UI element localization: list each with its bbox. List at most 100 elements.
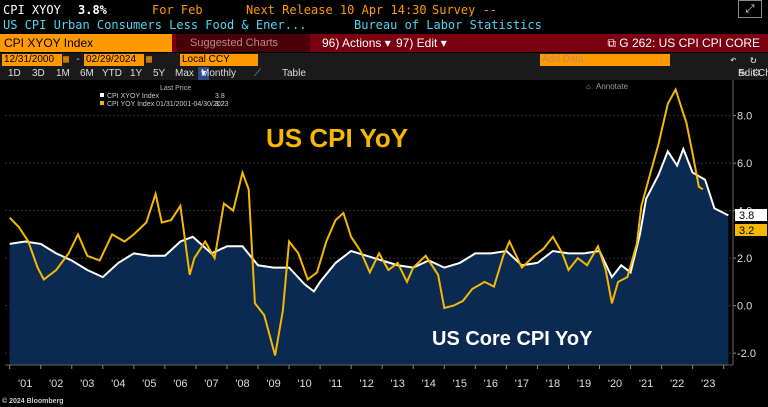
last-value-headline: 3.2 — [739, 225, 754, 237]
date-row: 12/31/2000 ▦ - 02/29/2024 ▦ Local CCY Ad… — [0, 53, 768, 67]
calendar-icon[interactable]: ▦ — [63, 54, 70, 65]
x-tick-label: '13 — [391, 378, 405, 390]
next-release: Next Release 10 Apr 14:30 — [246, 3, 427, 17]
refresh-icon[interactable]: ↻ — [750, 53, 757, 66]
chart-id-label: G 262: US CPI CPI CORE — [619, 36, 760, 50]
chart-id: ⧉ G 262: US CPI CPI CORE — [607, 34, 760, 52]
export-icon[interactable]: ⧉ — [607, 36, 616, 50]
start-date-input[interactable]: 12/31/2000 — [2, 54, 62, 66]
survey-label: Survey -- — [432, 3, 498, 17]
suggested-charts-button[interactable]: Suggested Charts — [176, 34, 310, 52]
ticker-label[interactable]: CPI XYOY — [3, 3, 61, 17]
edit-label: 97) Edit — [396, 36, 438, 50]
security-field[interactable]: CPI XYOY Index — [0, 34, 172, 52]
legend-label-core: CPI XYOY Index — [107, 93, 160, 100]
x-tick-label: '20 — [608, 378, 622, 390]
quote-value: 3.8% — [78, 3, 107, 17]
x-tick-label: '05 — [142, 378, 156, 390]
x-tick-label: '10 — [297, 378, 311, 390]
copyright: © 2024 Bloomberg — [2, 397, 64, 405]
y-tick-label: 0.0 — [737, 301, 752, 313]
line-chart-icon[interactable]: ⟋ — [254, 68, 261, 79]
x-tick-label: '08 — [235, 378, 249, 390]
annotate-label: Annotate — [596, 82, 629, 91]
x-tick-label: '03 — [80, 378, 94, 390]
actions-label: 96) Actions — [322, 36, 382, 50]
expand-icon[interactable]: ⤢ — [738, 0, 762, 18]
quote-header: CPI XYOY 3.8% For Feb Next Release 10 Ap… — [0, 0, 768, 18]
frequency-select[interactable]: Monthly ▾ — [198, 67, 236, 80]
period-row: 1D 3D 1M 6M YTD 1Y 5Y Max Monthly ▾ ⟋ Ta… — [0, 67, 768, 80]
edit-menu[interactable]: 97) Edit ▾ — [396, 34, 447, 52]
x-tick-label: '07 — [204, 378, 218, 390]
add-data-input[interactable]: Add Data — [540, 54, 670, 66]
chevron-down-icon: ▾ — [384, 36, 391, 50]
period-1y[interactable]: 1Y — [130, 68, 143, 79]
source: Bureau of Labor Statistics — [354, 18, 542, 32]
period-5y[interactable]: 5Y — [153, 68, 166, 79]
legend: Last Price CPI XYOY Index 3.8 CPI YOY In… — [94, 82, 242, 112]
last-value-core-tag: 3.8 — [735, 209, 767, 222]
description: US CPI Urban Consumers Less Food & Ener.… — [3, 18, 307, 32]
legend-swatch-headline — [100, 101, 104, 105]
x-tick-label: '14 — [422, 378, 436, 390]
core-annotation: US Core CPI YoY — [432, 328, 593, 350]
legend-label-headline: CPI YOY Index 01/31/2001-04/30/2023 — [107, 101, 229, 108]
toolbar: CPI XYOY Index Suggested Charts 96) Acti… — [0, 34, 768, 52]
x-tick-label: '12 — [359, 378, 373, 390]
annotate-button[interactable]: ⌂ Annotate — [586, 82, 629, 91]
last-value-core-bg — [735, 209, 767, 221]
legend-value-headline: 3.2 — [215, 101, 225, 108]
headline-annotation: US CPI YoY — [266, 123, 408, 153]
legend-box — [94, 82, 242, 112]
last-value-headline-bg — [735, 224, 767, 236]
frequency-label: Monthly — [201, 68, 237, 79]
table-button[interactable]: Table — [282, 68, 306, 79]
period-max[interactable]: Max — [175, 68, 194, 79]
actions-menu[interactable]: 96) Actions ▾ — [322, 34, 391, 52]
y-axis: -2.00.02.04.06.08.0 — [732, 80, 756, 365]
x-tick-label: '21 — [639, 378, 653, 390]
undo-icon[interactable]: ↶ — [730, 53, 737, 66]
x-tick-label: '19 — [577, 378, 591, 390]
core-line — [9, 146, 729, 293]
pencil-icon: ✎ — [738, 68, 747, 79]
dots-icon: ⋯ — [738, 68, 748, 79]
period-6m[interactable]: 6M — [80, 68, 94, 79]
x-tick-label: '23 — [701, 378, 715, 390]
period-1d[interactable]: 1D — [8, 68, 21, 79]
y-tick-label: -2.0 — [737, 348, 756, 360]
y-tick-label: 2.0 — [737, 253, 752, 265]
x-tick-label: '09 — [266, 378, 280, 390]
last-value-headline-tag: 3.2 — [735, 224, 767, 237]
calendar-icon[interactable]: ▦ — [146, 54, 153, 65]
x-tick-label: '22 — [670, 378, 684, 390]
period-3d[interactable]: 3D — [32, 68, 45, 79]
last-value-core: 3.8 — [739, 210, 754, 222]
end-date-input[interactable]: 02/29/2024 — [84, 54, 144, 66]
x-tick-label: '11 — [329, 378, 343, 390]
x-tick-label: '02 — [49, 378, 63, 390]
period-1m[interactable]: 1M — [56, 68, 70, 79]
settings-icon[interactable]: ⚙ — [752, 68, 761, 79]
y-tick-label: 6.0 — [737, 158, 752, 170]
chevron-down-icon: ▾ — [440, 36, 447, 50]
headline-line — [8, 86, 704, 356]
edit-chart-label: Edit Chart — [738, 68, 768, 79]
x-axis: '01 '02 '03 '04 '05 '06 '07 '08 '09 '10 '11 '12 '13 '… — [5, 364, 733, 390]
annotate-pin-icon: ⌂ — [586, 82, 591, 91]
x-tick-label: '18 — [546, 378, 560, 390]
currency-select[interactable]: Local CCY — [180, 54, 258, 66]
legend-swatch-core — [100, 93, 104, 97]
x-tick-label: '16 — [484, 378, 498, 390]
description-row: US CPI Urban Consumers Less Food & Ener.… — [0, 17, 768, 33]
x-tick-label: '06 — [173, 378, 187, 390]
period-ytd[interactable]: YTD — [102, 68, 122, 79]
x-tick-label: '04 — [111, 378, 125, 390]
legend-value-core: 3.8 — [215, 93, 225, 100]
date-separator: - — [75, 54, 82, 65]
period-label: For Feb — [152, 3, 203, 17]
x-tick-label: '01 — [18, 378, 32, 390]
x-tick-label: '17 — [515, 378, 529, 390]
